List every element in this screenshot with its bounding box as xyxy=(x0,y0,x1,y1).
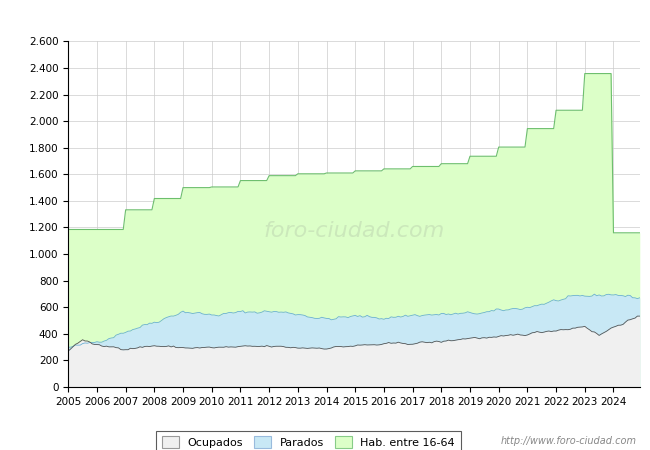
Legend: Ocupados, Parados, Hab. entre 16-64: Ocupados, Parados, Hab. entre 16-64 xyxy=(156,431,461,450)
Text: http://www.foro-ciudad.com: http://www.foro-ciudad.com xyxy=(501,436,637,446)
Text: foro-ciudad.com: foro-ciudad.com xyxy=(264,221,445,242)
Text: Villanueva del Río Segura - Evolucion de la poblacion en edad de Trabajar Noviem: Villanueva del Río Segura - Evolucion de… xyxy=(11,12,639,25)
